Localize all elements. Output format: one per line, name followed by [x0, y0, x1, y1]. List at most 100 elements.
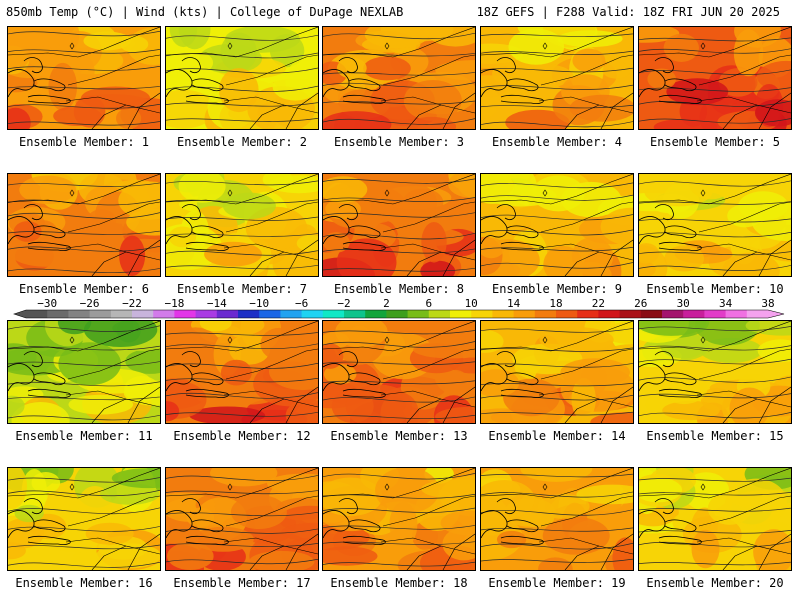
- colorbar-swatch: [301, 310, 324, 318]
- ensemble-member-map: [638, 320, 792, 424]
- colorbar-swatch: [68, 310, 90, 318]
- temperature-field: [8, 468, 160, 570]
- temperature-field: [323, 27, 475, 129]
- ensemble-member-map: [165, 320, 319, 424]
- colorbar-swatch: [513, 310, 536, 318]
- colorbar-swatch: [322, 310, 345, 318]
- colorbar-swatch: [153, 310, 175, 318]
- colorbar-swatch: [534, 310, 557, 318]
- station-marker-icon: [69, 336, 75, 344]
- ensemble-member-label: Ensemble Member: 11: [15, 429, 153, 443]
- ensemble-member-label: Ensemble Member: 16: [15, 576, 153, 590]
- station-marker-icon: [700, 189, 706, 197]
- colorbar-tick-label: 30: [677, 298, 690, 310]
- colorbar-swatch: [132, 310, 154, 318]
- colorbar-tick-label: 38: [761, 298, 774, 310]
- ensemble-member-label: Ensemble Member: 14: [488, 429, 626, 443]
- temperature-field: [639, 27, 791, 129]
- ensemble-member-map: [480, 26, 634, 130]
- colorbar-max-arrow: [768, 310, 784, 318]
- colorbar-tick-label: −14: [207, 298, 227, 310]
- temperature-field: [166, 27, 318, 129]
- ensemble-member-map: [322, 320, 476, 424]
- station-marker-icon: [384, 483, 390, 491]
- ensemble-member-map: [638, 467, 792, 571]
- ensemble-member-label: Ensemble Member: 10: [646, 282, 784, 296]
- colorbar-tick-label: −10: [249, 298, 269, 310]
- ensemble-member-map: [165, 26, 319, 130]
- temperature-field: [639, 321, 791, 423]
- colorbar-swatch: [725, 310, 748, 318]
- ensemble-member-label: Ensemble Member: 17: [173, 576, 311, 590]
- colorbar-tick-label: 34: [719, 298, 733, 310]
- ensemble-member-label: Ensemble Member: 18: [330, 576, 468, 590]
- colorbar-swatch: [492, 310, 514, 318]
- colorbar-swatch: [683, 310, 705, 318]
- station-marker-icon: [700, 336, 706, 344]
- colorbar-tick-label: −22: [122, 298, 142, 310]
- colorbar-tick-label: 2: [383, 298, 390, 310]
- colorbar-tick-label: 6: [425, 298, 432, 310]
- temperature-field: [639, 468, 791, 570]
- ensemble-member-map: [638, 26, 792, 130]
- station-marker-icon: [69, 42, 75, 50]
- ensemble-member-map: [7, 320, 161, 424]
- ensemble-member-label: Ensemble Member: 9: [491, 282, 623, 296]
- temperature-field: [166, 468, 318, 570]
- temperature-field: [166, 174, 318, 276]
- colorbar-swatch: [89, 310, 112, 318]
- station-marker-icon: [700, 483, 706, 491]
- colorbar-swatch: [280, 310, 302, 318]
- colorbar-swatch: [174, 310, 196, 318]
- temperature-field: [323, 468, 475, 570]
- ensemble-member-label: Ensemble Member: 15: [646, 429, 784, 443]
- colorbar-tick-label: 26: [634, 298, 647, 310]
- colorbar-swatch: [704, 310, 726, 318]
- colorbar-tick-label: −30: [37, 298, 57, 310]
- map-title: 850mb Temp (°C) | Wind (kts) | College o…: [6, 5, 404, 19]
- colorbar-swatch: [26, 310, 48, 318]
- station-marker-icon: [384, 189, 390, 197]
- temperature-field: [481, 27, 633, 129]
- colorbar-swatch: [746, 310, 769, 318]
- temperature-field: [8, 321, 160, 423]
- station-marker-icon: [542, 42, 548, 50]
- ensemble-member-label: Ensemble Member: 4: [491, 135, 623, 149]
- temperature-colorbar: −30 −26 −22 −18 −14 −10 −6 −2 2 6 10 14 18 22 26 30 34 38…: [13, 298, 785, 319]
- station-marker-icon: [542, 189, 548, 197]
- colorbar-min-arrow: [14, 310, 26, 318]
- colorbar-swatch: [577, 310, 599, 318]
- temperature-field: [8, 27, 160, 129]
- colorbar-swatch: [110, 310, 133, 318]
- station-marker-icon: [542, 336, 548, 344]
- station-marker-icon: [700, 42, 706, 50]
- temperature-field: [481, 321, 633, 423]
- colorbar-swatch: [195, 310, 218, 318]
- temperature-field: [166, 321, 318, 423]
- ensemble-member-label: Ensemble Member: 3: [333, 135, 465, 149]
- temperature-field: [639, 174, 791, 276]
- temperature-field: [323, 321, 475, 423]
- colorbar-swatch: [619, 310, 642, 318]
- station-marker-icon: [227, 483, 233, 491]
- colorbar-tick-label: −18: [164, 298, 184, 310]
- colorbar-swatch: [450, 310, 472, 318]
- temperature-field: [481, 174, 633, 276]
- ensemble-member-map: [480, 173, 634, 277]
- colorbar-swatch: [428, 310, 451, 318]
- ensemble-member-map: [638, 173, 792, 277]
- colorbar-tick-label: 10: [465, 298, 478, 310]
- colorbar-swatch: [238, 310, 260, 318]
- colorbar-swatch: [47, 310, 69, 318]
- station-marker-icon: [227, 336, 233, 344]
- colorbar-swatch: [662, 310, 684, 318]
- colorbar-tick-label: −6: [295, 298, 308, 310]
- colorbar-swatch: [386, 310, 408, 318]
- ensemble-member-map: [322, 26, 476, 130]
- colorbar-swatch: [640, 310, 663, 318]
- station-marker-icon: [227, 189, 233, 197]
- ensemble-member-label: Ensemble Member: 12: [173, 429, 311, 443]
- model-valid-time: 18Z GEFS | F288 Valid: 18Z FRI JUN 20 20…: [476, 5, 780, 19]
- colorbar-tick-label: 22: [592, 298, 605, 310]
- ensemble-member-label: Ensemble Member: 19: [488, 576, 626, 590]
